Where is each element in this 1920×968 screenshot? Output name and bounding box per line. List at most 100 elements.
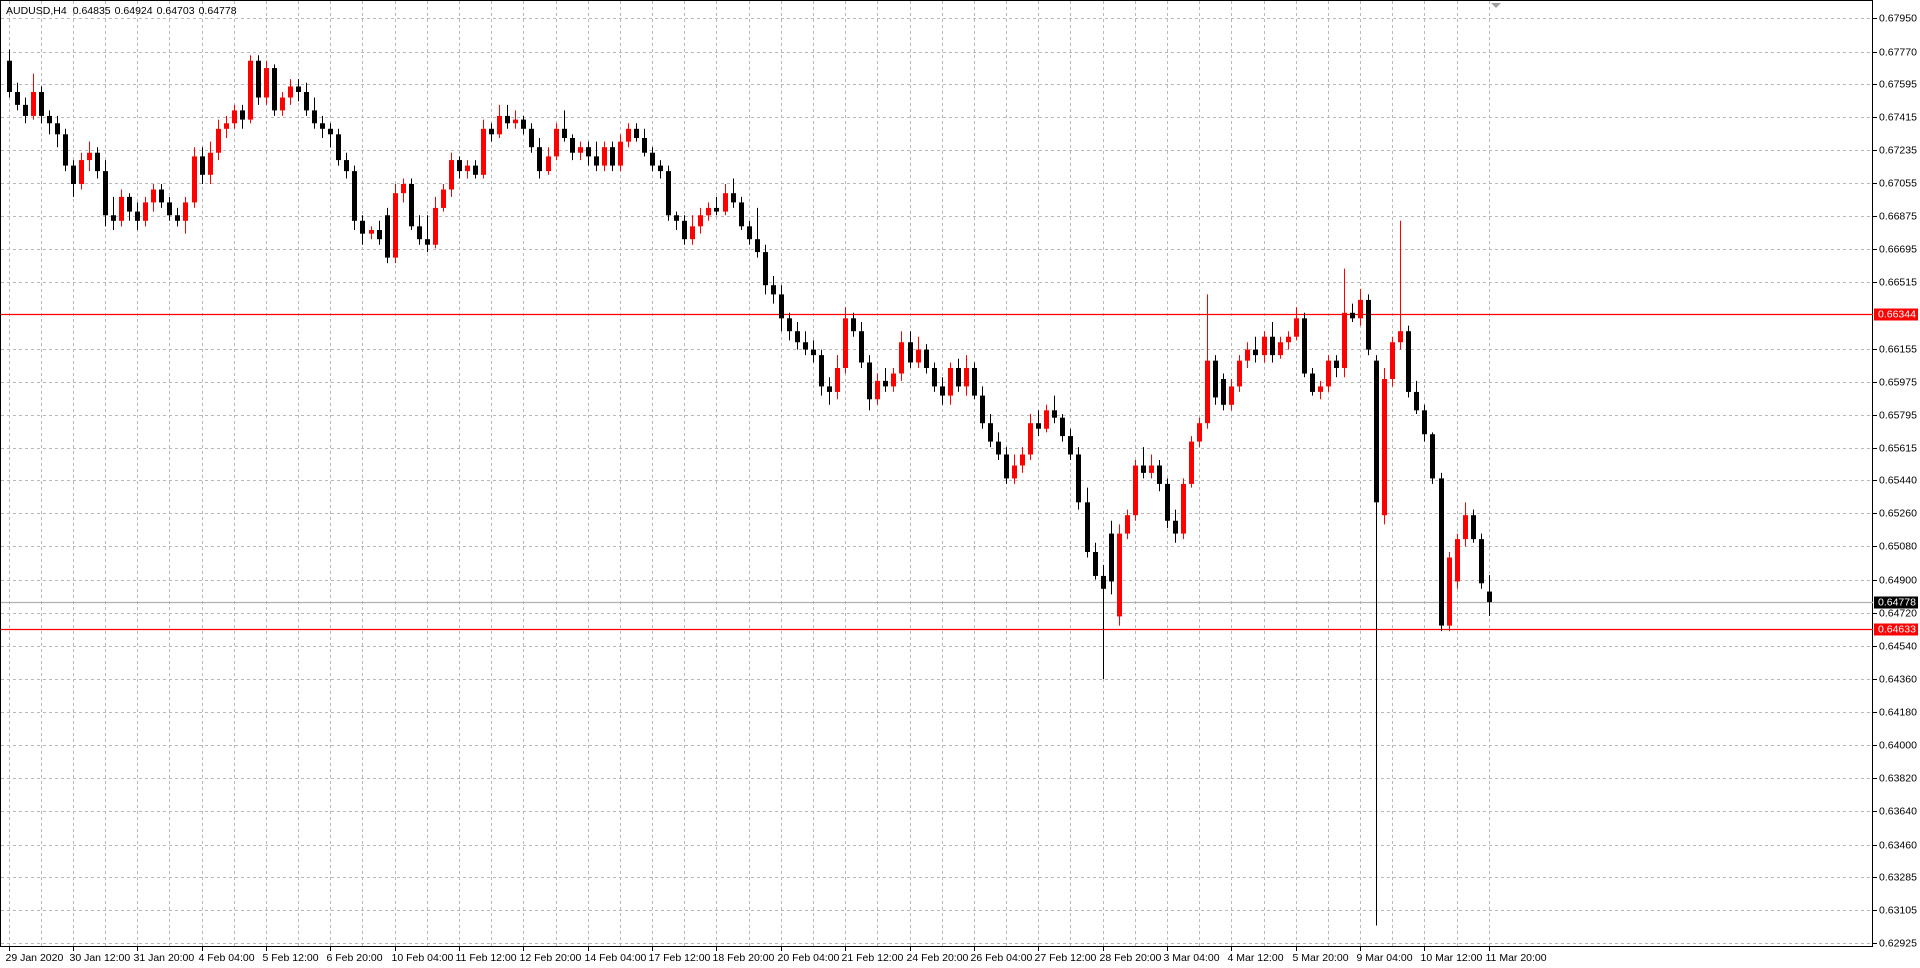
candle-body [1133,465,1138,516]
x-tick-label: 14 Feb 04:00 [585,952,647,964]
y-tick-label: 0.64180 [1879,706,1917,718]
y-tick-label: 0.64000 [1879,739,1917,751]
candle-body [473,165,478,175]
y-tick-label: 0.67415 [1879,111,1917,123]
y-tick-label: 0.65795 [1879,409,1917,421]
candle-body [698,215,703,227]
candle-body [1350,312,1355,319]
y-tick-label: 0.67595 [1879,78,1917,90]
candle-body [642,138,647,153]
header-high: 0.64924 [115,5,153,17]
candle-body [183,202,188,221]
candle-body [803,342,808,350]
candle-body [1181,483,1186,534]
candle-body [433,207,438,245]
candle-body [739,202,744,227]
y-tick-label: 0.63640 [1879,805,1917,817]
y-tick-label: 0.65440 [1879,474,1917,486]
y-tick-label: 0.63820 [1879,772,1917,784]
candle-body [827,386,832,392]
candle-body [1093,552,1098,576]
y-tick-label: 0.67770 [1879,46,1917,58]
candle-body [304,92,309,111]
candle-body [425,239,430,245]
candle-body [610,147,615,166]
candle-body [1294,318,1299,337]
candle-body [1060,417,1065,437]
candle-body [940,386,945,396]
candle-body [216,128,221,153]
candle-body [843,318,848,368]
candle-body [1334,360,1339,368]
candle-body [312,110,317,124]
candle-body [320,123,325,129]
price-label: 0.64778 [1878,596,1916,608]
candle-body [409,184,414,227]
candle-body [1310,373,1315,392]
y-tick-label: 0.62925 [1879,937,1917,949]
candle-body [771,285,776,295]
candle-body [1101,575,1106,589]
candle-body [336,134,341,161]
candle-body [682,220,687,240]
candle-body [224,123,229,129]
header-close: 0.64778 [199,5,237,17]
candle-body [537,147,542,172]
candle-body [232,110,237,124]
y-tick-label: 0.66875 [1879,210,1917,222]
price-label-box [1874,308,1918,321]
candle-body [634,128,639,138]
candle-body [988,423,993,442]
candle-body [240,110,245,120]
y-tick-label: 0.64360 [1879,673,1917,685]
candle-body [71,165,76,184]
x-tick-label: 24 Feb 20:00 [907,952,969,964]
candle-body [1262,336,1267,356]
candle-body [586,147,591,157]
candle-body [377,230,382,240]
candle-body [248,60,253,120]
candle-body [369,230,374,234]
price-label-box [1874,596,1918,609]
candle-body [1382,379,1387,516]
candle-body [1237,360,1242,387]
candle-body [1044,410,1049,429]
candle-body [1213,360,1218,398]
header-open: 0.64835 [73,5,111,17]
symbol: AUDUSD,H4 [6,5,67,17]
candle-body [1463,515,1468,540]
candle-body [731,193,736,203]
candle-body [1286,336,1291,343]
candle-body [1052,410,1057,418]
x-tick-label: 11 Mar 20:00 [1486,952,1547,964]
grid [1,1,1873,946]
candle-body [1149,465,1154,473]
x-tick-label: 4 Feb 04:00 [199,952,255,964]
candle-body [95,152,100,172]
candle-body [666,171,671,216]
candle-body [875,380,880,400]
candle-body [143,202,148,221]
candle-body [288,86,293,98]
header-low: 0.64703 [157,5,195,17]
plot-frame [0,0,1873,947]
candle-body [481,128,486,175]
x-tick-label: 5 Feb 12:00 [263,952,319,964]
x-tick-label: 27 Feb 12:00 [1035,952,1097,964]
candle-body [859,331,864,363]
candle-body [835,368,840,392]
candle-body [626,128,631,142]
candle-body [1197,423,1202,442]
candle-body [1165,483,1170,521]
y-tick-label: 0.66695 [1879,243,1917,255]
candle-body [908,342,913,363]
candle-body [159,189,164,203]
candle-body [175,215,180,221]
candle-body [47,115,52,124]
candle-body [31,92,36,116]
candle-body [851,318,856,332]
candle-body [706,207,711,216]
candle-body [1036,423,1041,429]
candle-body [513,119,518,124]
candle-body [489,128,494,135]
